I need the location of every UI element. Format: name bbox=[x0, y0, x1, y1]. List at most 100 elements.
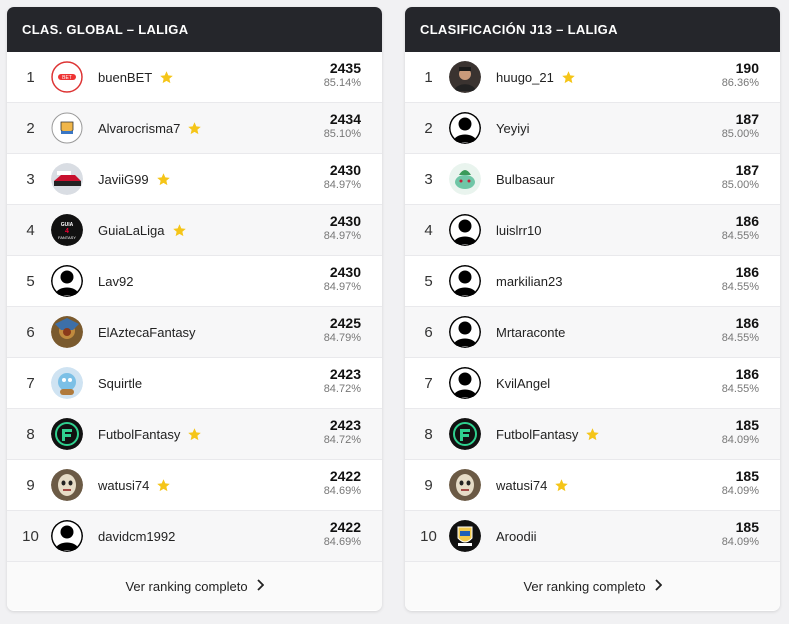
user-name[interactable]: Lav92 bbox=[98, 273, 134, 289]
user-name[interactable]: Yeyiyi bbox=[496, 120, 530, 136]
avatar[interactable] bbox=[449, 214, 481, 246]
avatar[interactable] bbox=[51, 163, 83, 195]
user-name[interactable]: markilian23 bbox=[496, 273, 563, 289]
percentage-value: 85.14% bbox=[323, 77, 361, 89]
avatar[interactable] bbox=[449, 163, 481, 195]
user-name[interactable]: buenBET bbox=[98, 69, 153, 85]
rank-number: 1 bbox=[424, 68, 433, 86]
points-value: 185 bbox=[735, 417, 759, 433]
chevron-right-icon bbox=[654, 578, 662, 594]
rank-number: 6 bbox=[26, 323, 35, 341]
score-block: 186 84.55% bbox=[722, 315, 759, 345]
user-name[interactable]: Bulbasaur bbox=[496, 171, 555, 187]
ranking-row[interactable]: 4 luislrr10 186 84.55% bbox=[405, 205, 780, 256]
avatar[interactable] bbox=[449, 367, 481, 399]
avatar[interactable]: GUIA 4 FANTASY bbox=[51, 214, 83, 246]
ranking-row[interactable]: 9 watusi74 185 84.09% bbox=[405, 460, 780, 511]
user-name[interactable]: GuiaLaLiga bbox=[98, 222, 165, 238]
avatar[interactable] bbox=[51, 265, 83, 297]
avatar[interactable]: BET bbox=[51, 61, 83, 93]
star-icon bbox=[561, 70, 576, 85]
percentage-value: 84.55% bbox=[721, 332, 759, 344]
view-full-ranking-link[interactable]: Ver ranking completo bbox=[7, 562, 382, 610]
ranking-row[interactable]: 7 Squirtle 2423 84.72% bbox=[7, 358, 382, 409]
svg-text:FANTASY: FANTASY bbox=[58, 235, 76, 240]
ranking-row[interactable]: 8 FutbolFantasy 2423 84.72% bbox=[7, 409, 382, 460]
ranking-row[interactable]: 4 GUIA 4 FANTASY GuiaLaLiga 2430 84.97% bbox=[7, 205, 382, 256]
user-name[interactable]: JaviiG99 bbox=[98, 171, 149, 187]
user-name[interactable]: FutbolFantasy bbox=[496, 426, 579, 442]
avatar[interactable] bbox=[51, 316, 83, 348]
ranking-row[interactable]: 1 huugo_21 190 86.36% bbox=[405, 52, 780, 103]
star-icon bbox=[554, 478, 569, 493]
svg-text:BET: BET bbox=[62, 75, 72, 81]
ranking-row[interactable]: 9 watusi74 2422 84.69% bbox=[7, 460, 382, 511]
user-name[interactable]: watusi74 bbox=[496, 477, 548, 493]
avatar[interactable] bbox=[51, 418, 83, 450]
user-name[interactable]: KvilAngel bbox=[496, 375, 551, 391]
ranking-row[interactable]: 2 Yeyiyi 187 85.00% bbox=[405, 103, 780, 154]
ranking-row[interactable]: 3 JaviiG99 2430 84.97% bbox=[7, 154, 382, 205]
points-value: 190 bbox=[735, 60, 759, 76]
percentage-value: 84.97% bbox=[323, 230, 361, 242]
percentage-value: 85.00% bbox=[721, 179, 759, 191]
user-name[interactable]: watusi74 bbox=[98, 477, 150, 493]
user-name[interactable]: Aroodii bbox=[496, 528, 537, 544]
avatar[interactable] bbox=[449, 61, 481, 93]
user-name[interactable]: ElAztecaFantasy bbox=[98, 324, 196, 340]
user-name[interactable]: huugo_21 bbox=[496, 69, 554, 85]
score-block: 2422 84.69% bbox=[324, 519, 361, 549]
rank-number: 5 bbox=[26, 272, 35, 290]
star-icon bbox=[585, 427, 600, 442]
chevron-right-icon bbox=[256, 578, 264, 594]
avatar[interactable] bbox=[51, 367, 83, 399]
avatar[interactable] bbox=[51, 520, 83, 552]
svg-text:GUIA: GUIA bbox=[61, 222, 74, 228]
points-value: 186 bbox=[735, 264, 759, 280]
points-value: 2422 bbox=[329, 468, 361, 484]
view-full-ranking-label: Ver ranking completo bbox=[523, 578, 646, 594]
score-block: 2423 84.72% bbox=[324, 366, 361, 396]
avatar[interactable] bbox=[449, 316, 481, 348]
score-block: 186 84.55% bbox=[722, 264, 759, 294]
rank-number: 9 bbox=[424, 476, 433, 494]
points-value: 187 bbox=[735, 162, 759, 178]
avatar[interactable] bbox=[51, 469, 83, 501]
avatar[interactable] bbox=[51, 112, 83, 144]
rank-number: 8 bbox=[26, 425, 35, 443]
ranking-row[interactable]: 7 KvilAngel 186 84.55% bbox=[405, 358, 780, 409]
avatar[interactable] bbox=[449, 112, 481, 144]
user-name[interactable]: Mrtaraconte bbox=[496, 324, 566, 340]
ranking-row[interactable]: 5 Lav92 2430 84.97% bbox=[7, 256, 382, 307]
user-name[interactable]: FutbolFantasy bbox=[98, 426, 181, 442]
points-value: 186 bbox=[735, 315, 759, 331]
ranking-row[interactable]: 3 Bulbasaur 187 85.00% bbox=[405, 154, 780, 205]
user-name[interactable]: Squirtle bbox=[98, 375, 143, 391]
ranking-row[interactable]: 2 Alvarocrisma7 2434 85.10% bbox=[7, 103, 382, 154]
percentage-value: 84.69% bbox=[323, 536, 361, 548]
ranking-row[interactable]: 8 FutbolFantasy 185 84.09% bbox=[405, 409, 780, 460]
score-block: 2422 84.69% bbox=[324, 468, 361, 498]
view-full-ranking-link[interactable]: Ver ranking completo bbox=[405, 562, 780, 610]
user-name[interactable]: davidcm1992 bbox=[98, 528, 176, 544]
star-icon bbox=[187, 427, 202, 442]
percentage-value: 84.55% bbox=[721, 281, 759, 293]
ranking-row[interactable]: 10 Aroodii 185 84.09% bbox=[405, 511, 780, 562]
rank-number: 3 bbox=[26, 170, 35, 188]
points-value: 186 bbox=[735, 213, 759, 229]
avatar[interactable] bbox=[449, 469, 481, 501]
user-name[interactable]: Alvarocrisma7 bbox=[98, 120, 181, 136]
avatar[interactable] bbox=[449, 520, 481, 552]
ranking-row[interactable]: 5 markilian23 186 84.55% bbox=[405, 256, 780, 307]
ranking-row[interactable]: 6 Mrtaraconte 186 84.55% bbox=[405, 307, 780, 358]
avatar[interactable] bbox=[449, 265, 481, 297]
avatar[interactable] bbox=[449, 418, 481, 450]
ranking-row[interactable]: 10 davidcm1992 2422 84.69% bbox=[7, 511, 382, 562]
points-value: 186 bbox=[735, 366, 759, 382]
ranking-row[interactable]: 1 BET buenBET 2435 85.14% bbox=[7, 52, 382, 103]
ranking-row[interactable]: 6 ElAztecaFantasy 2425 84.79% bbox=[7, 307, 382, 358]
user-name[interactable]: luislrr10 bbox=[496, 222, 542, 238]
score-block: 2430 84.97% bbox=[324, 264, 361, 294]
rank-number: 2 bbox=[26, 119, 35, 137]
rank-number: 4 bbox=[26, 221, 35, 239]
